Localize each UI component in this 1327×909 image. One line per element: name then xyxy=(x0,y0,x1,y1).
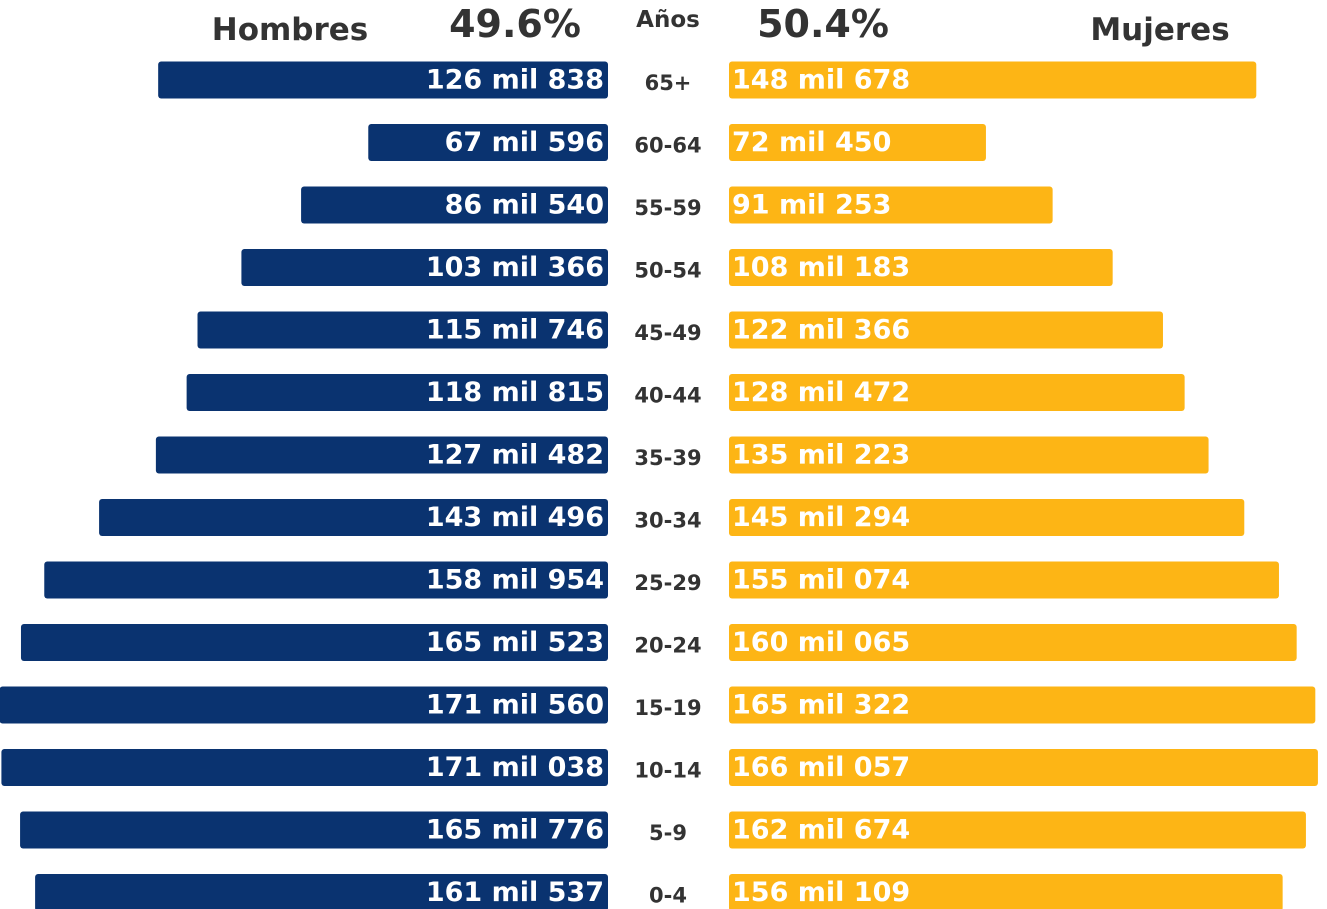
value-label: 115 mil 746 xyxy=(426,315,604,346)
category-label: 35-39 xyxy=(634,446,701,470)
bar xyxy=(729,624,1297,661)
value-label: 122 mil 366 xyxy=(732,315,910,346)
value-label: 108 mil 183 xyxy=(732,252,910,283)
category-label: 40-44 xyxy=(634,384,701,408)
category-label: 30-34 xyxy=(634,509,701,533)
bar xyxy=(20,811,609,849)
value-label: 86 mil 540 xyxy=(445,190,604,221)
value-label: 91 mil 253 xyxy=(732,190,891,221)
value-label: 67 mil 596 xyxy=(445,127,604,158)
category-label: Años xyxy=(636,7,700,33)
value-label: 156 mil 109 xyxy=(732,877,910,908)
value-label: 127 mil 482 xyxy=(426,440,604,471)
bar xyxy=(20,624,608,661)
bar xyxy=(729,311,1163,349)
category-label: 20-24 xyxy=(634,634,701,658)
category-label: 65+ xyxy=(645,71,692,95)
bar xyxy=(35,874,608,909)
value-label: 158 mil 954 xyxy=(426,565,604,596)
category-label: 50-54 xyxy=(634,259,701,283)
bar xyxy=(729,561,1279,599)
bar xyxy=(1,749,609,786)
category-label: 25-29 xyxy=(634,571,701,595)
category-label: 60-64 xyxy=(634,134,701,158)
bar xyxy=(197,311,608,349)
bar xyxy=(729,811,1306,849)
bar xyxy=(301,186,608,224)
share-label: 49.6% xyxy=(449,2,581,46)
value-label: 165 mil 322 xyxy=(732,690,910,721)
bar xyxy=(729,61,1257,99)
bar xyxy=(186,374,608,411)
value-label: 161 mil 537 xyxy=(426,877,604,908)
category-label: 15-19 xyxy=(634,696,701,720)
value-label: 118 mil 815 xyxy=(426,377,604,408)
bar xyxy=(729,249,1113,286)
bar xyxy=(729,874,1283,909)
value-label: 165 mil 776 xyxy=(426,815,604,846)
category-label: 0-4 xyxy=(649,884,687,908)
share-label: 50.4% xyxy=(757,2,889,46)
bar xyxy=(729,686,1316,724)
bar xyxy=(44,561,608,599)
bar xyxy=(729,186,1053,224)
value-label: 148 mil 678 xyxy=(732,65,910,96)
value-label: 171 mil 560 xyxy=(426,690,604,721)
value-label: 165 mil 523 xyxy=(426,627,604,658)
value-label: 171 mil 038 xyxy=(426,752,604,783)
value-label: 145 mil 294 xyxy=(732,502,910,533)
value-label: 103 mil 366 xyxy=(426,252,604,283)
category-label: 55-59 xyxy=(634,196,701,220)
bar xyxy=(729,124,986,161)
category-label: 5-9 xyxy=(649,821,687,845)
bar xyxy=(158,61,609,99)
category-label: 45-49 xyxy=(634,321,701,345)
bar xyxy=(155,436,608,474)
bar xyxy=(368,124,608,161)
value-label: 155 mil 074 xyxy=(732,565,910,596)
bar xyxy=(729,749,1318,786)
category-label: 10-14 xyxy=(634,759,701,783)
value-label: 162 mil 674 xyxy=(732,815,910,846)
bar xyxy=(0,686,608,724)
value-label: 135 mil 223 xyxy=(732,440,910,471)
value-label: 72 mil 450 xyxy=(732,127,891,158)
value-label: 143 mil 496 xyxy=(426,502,604,533)
bar xyxy=(729,436,1209,474)
bar xyxy=(729,499,1245,536)
value-label: 126 mil 838 xyxy=(426,65,604,96)
bar xyxy=(99,499,608,536)
value-label: 128 mil 472 xyxy=(732,377,910,408)
value-label: 160 mil 065 xyxy=(732,627,910,658)
value-label: 166 mil 057 xyxy=(732,752,910,783)
bar xyxy=(241,249,608,286)
bar xyxy=(729,374,1185,411)
series-name: Hombres xyxy=(212,12,369,48)
series-name: Mujeres xyxy=(1090,12,1229,48)
